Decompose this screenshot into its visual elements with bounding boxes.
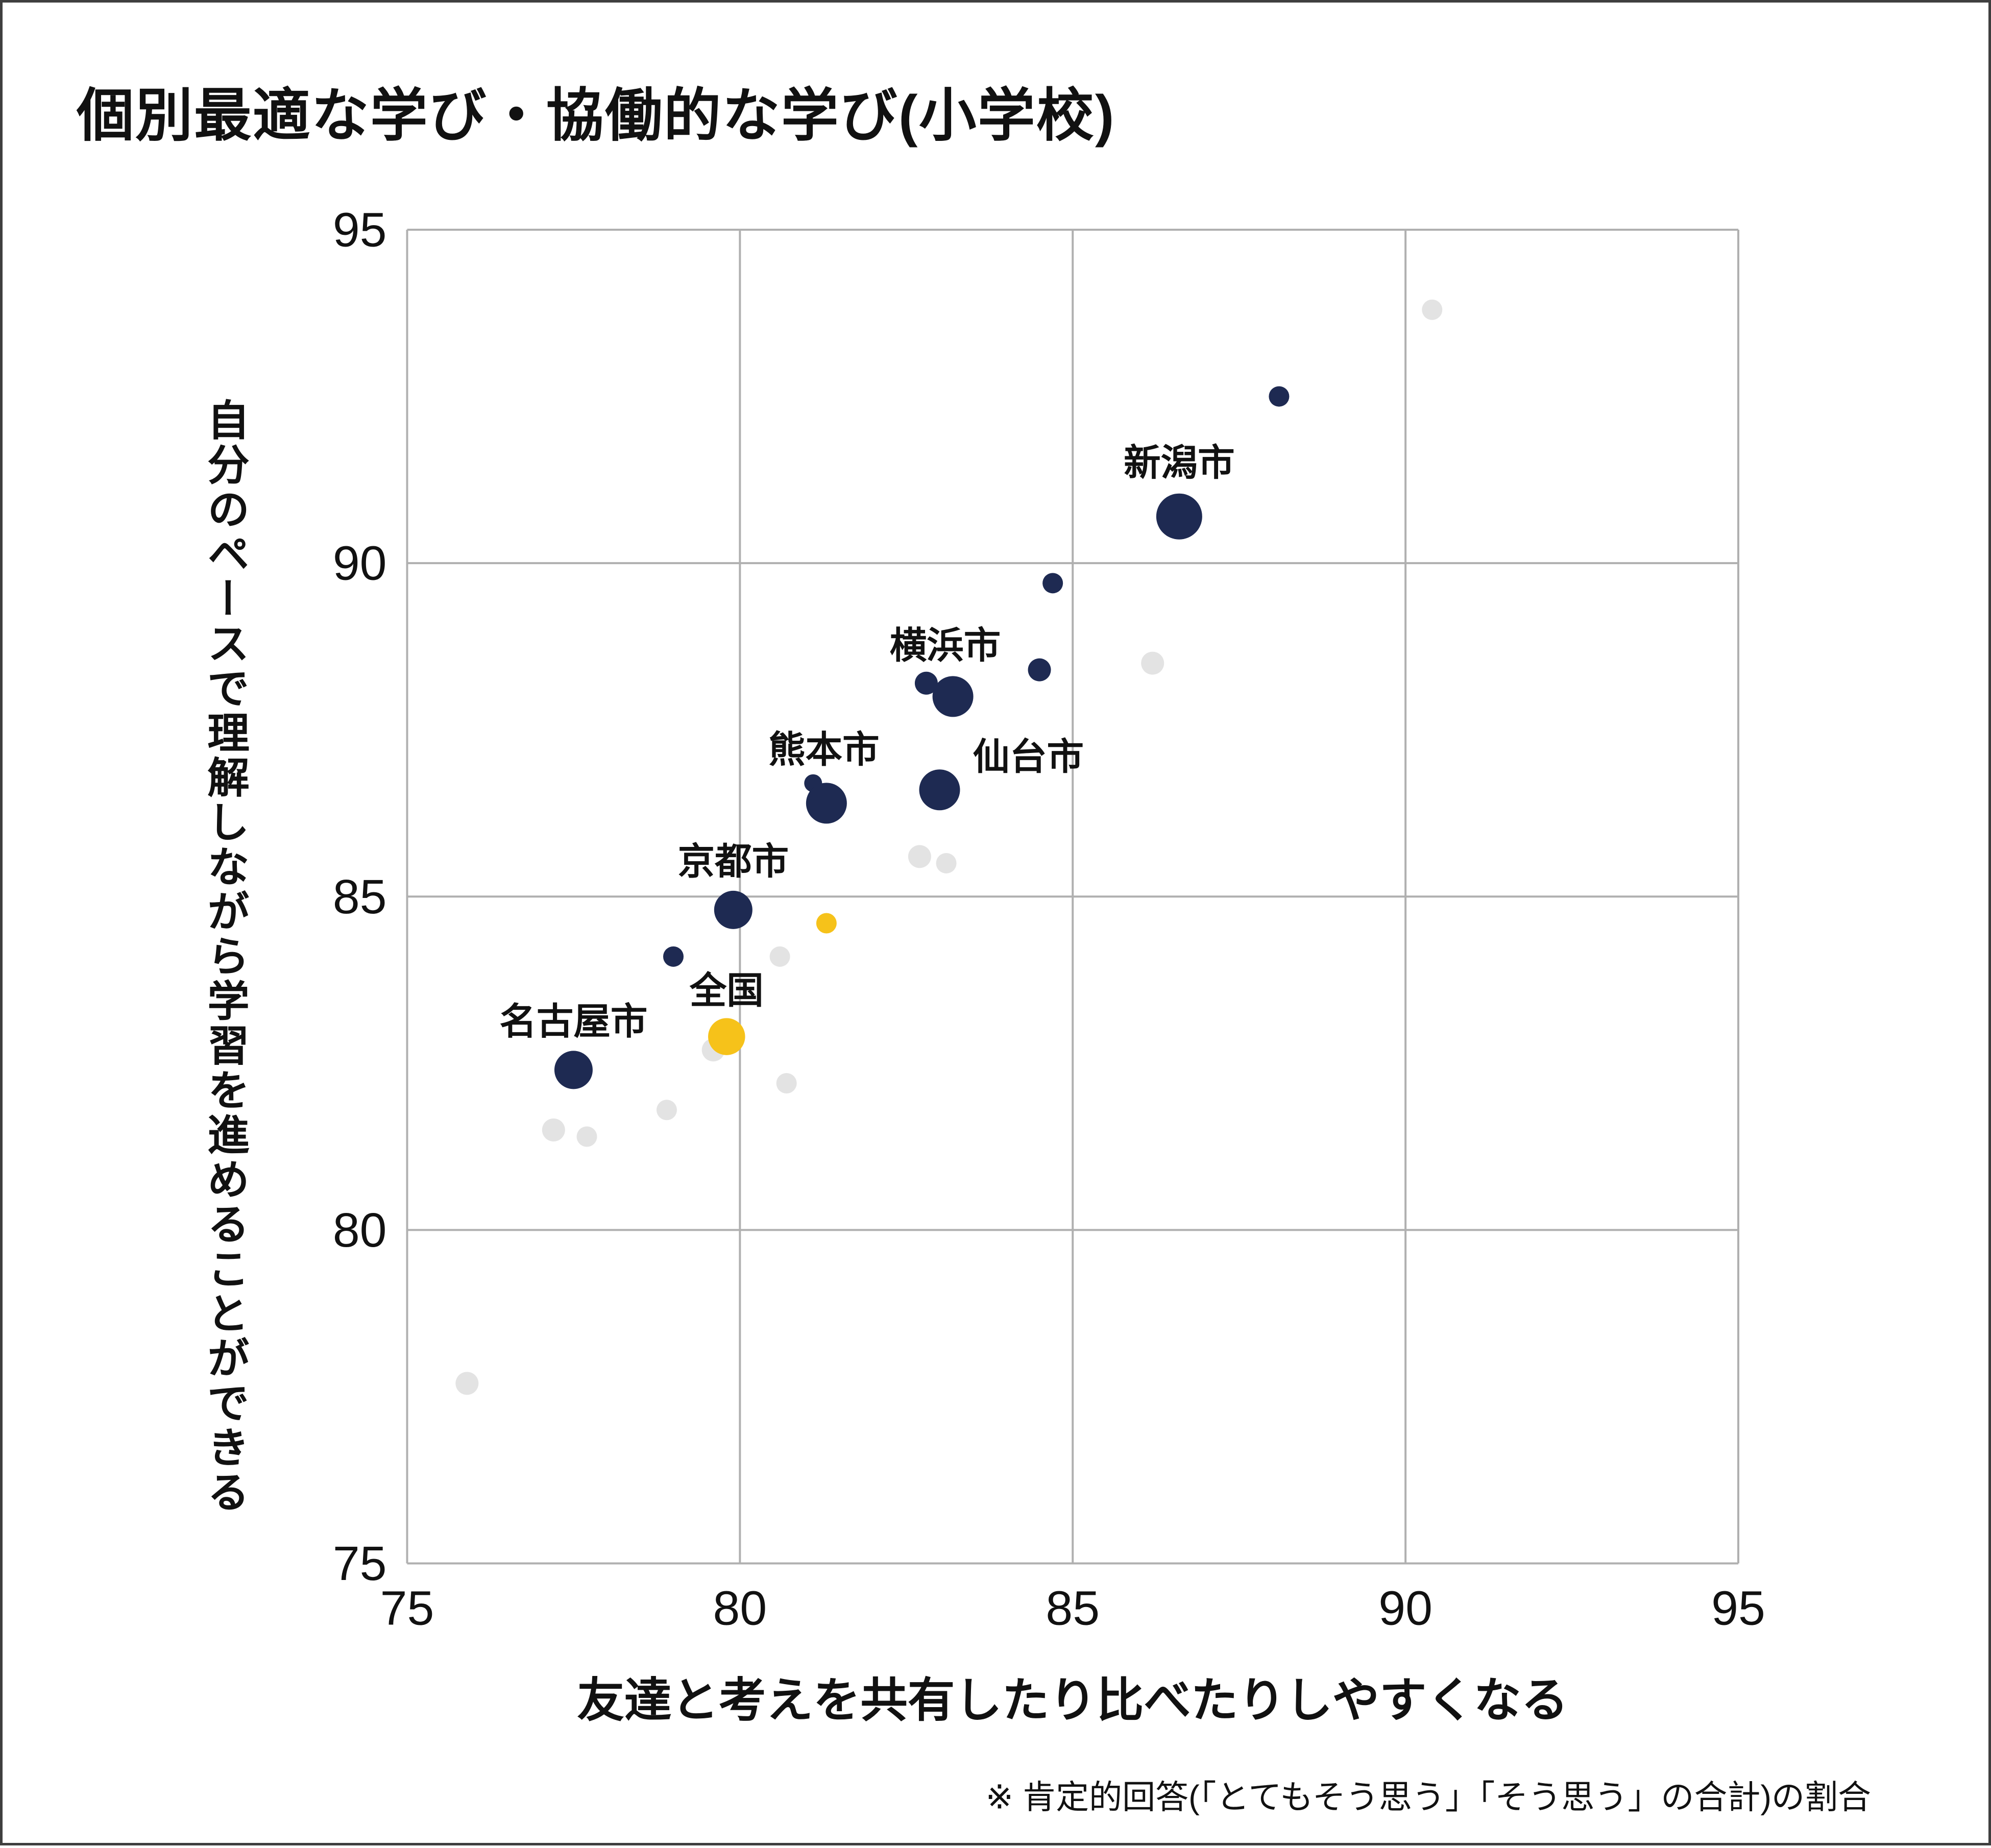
data-point-label: 京都市: [678, 841, 789, 882]
data-point: [919, 769, 960, 811]
y-tick-label: 85: [333, 870, 387, 924]
data-point: [806, 783, 847, 824]
x-tick-label: 90: [1378, 1582, 1432, 1636]
data-point-label: 全国: [689, 970, 764, 1012]
data-point: [908, 845, 931, 868]
chart-title: 個別最適な学び・協働的な学び(小学校): [77, 83, 1115, 149]
data-point-label: 新潟市: [1124, 443, 1235, 484]
data-point-label: 仙台市: [973, 736, 1084, 777]
y-tick-label: 75: [333, 1537, 387, 1591]
data-point: [816, 913, 837, 934]
data-point: [914, 671, 938, 695]
y-tick-label: 95: [333, 203, 387, 257]
data-point: [1156, 493, 1202, 540]
data-point: [708, 1018, 745, 1055]
data-point-label: 熊本市: [768, 729, 880, 770]
x-tick-label: 80: [713, 1582, 767, 1636]
data-point: [769, 946, 790, 967]
x-tick-label: 95: [1711, 1582, 1765, 1636]
footnote: ※ 肯定的回答(「とてもそう思う」「そう思う」の合計)の割合: [985, 1778, 1871, 1816]
data-point: [656, 1100, 677, 1121]
data-point: [932, 676, 974, 717]
data-point-label: 横浜市: [890, 625, 1001, 666]
data-point: [936, 853, 957, 873]
data-point: [663, 946, 684, 967]
y-tick-label: 90: [333, 537, 387, 591]
data-point: [554, 1051, 593, 1089]
x-axis-label: 友達と考えを共有したり比べたりしやすくなる: [577, 1674, 1569, 1727]
x-tick-label: 75: [380, 1582, 434, 1636]
data-point: [455, 1372, 479, 1395]
data-point: [542, 1118, 565, 1141]
data-point: [1422, 299, 1443, 320]
data-point: [1141, 651, 1164, 675]
data-point-label: 名古屋市: [499, 1001, 647, 1042]
data-point: [576, 1126, 597, 1147]
x-tick-label: 85: [1046, 1582, 1100, 1636]
y-tick-label: 80: [333, 1203, 387, 1257]
data-point: [714, 890, 752, 929]
y-axis-label: 自分のペースで理解しながら学習を進めることができる: [202, 398, 249, 1515]
data-point: [1269, 386, 1290, 407]
data-point: [1028, 658, 1051, 682]
data-point: [1042, 573, 1063, 594]
data-point: [776, 1073, 797, 1093]
